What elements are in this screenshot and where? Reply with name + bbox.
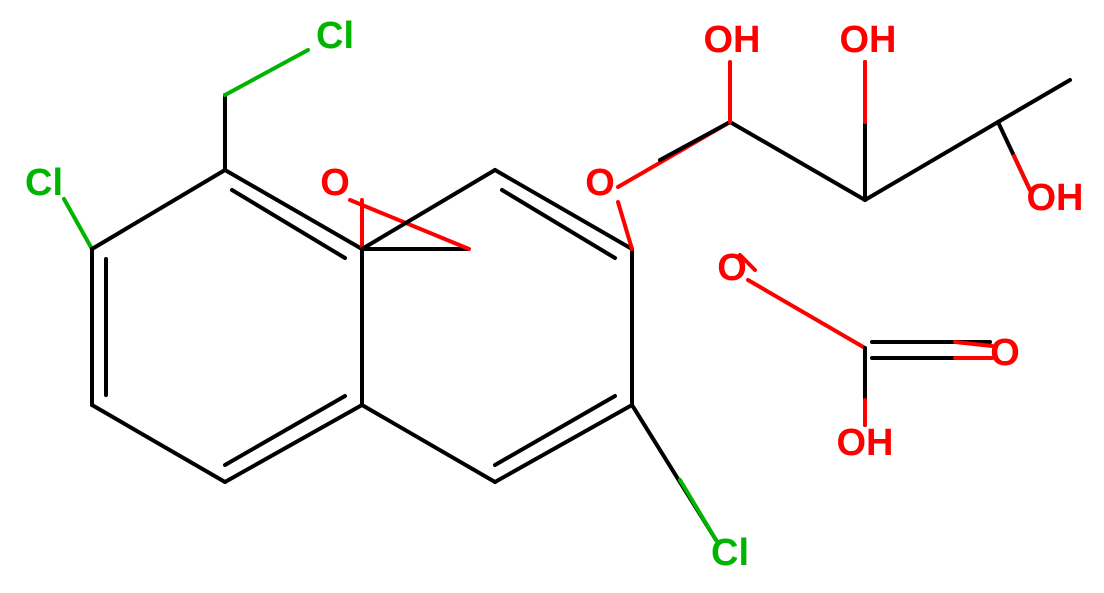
- bond: [660, 122, 730, 160]
- atom-label-O2: O: [585, 162, 615, 204]
- bond: [495, 405, 632, 482]
- bond: [64, 199, 92, 249]
- atom-label-OH3: OH: [1027, 177, 1084, 219]
- molecule-canvas: Cl Cl O O O OH OH OH O OH Cl: [0, 0, 1104, 593]
- atom-label-Cl1: Cl: [25, 162, 63, 204]
- bond: [225, 396, 345, 465]
- atom-label-O5r: O: [717, 247, 747, 289]
- atom-label-OH2: OH: [840, 19, 897, 61]
- bond: [92, 170, 225, 249]
- bond: [225, 405, 362, 482]
- bond: [495, 396, 615, 465]
- bond: [362, 170, 495, 249]
- atom-label-Cl2: Cl: [316, 15, 354, 57]
- atom-label-OH1: OH: [704, 19, 761, 61]
- bond: [362, 405, 495, 482]
- bond: [865, 122, 998, 200]
- bond: [350, 200, 469, 249]
- labels-group: Cl Cl O O O OH OH OH O OH Cl: [25, 15, 1084, 574]
- atom-label-Cl3: Cl: [711, 532, 749, 574]
- bond: [730, 122, 865, 200]
- bonds-group: [64, 50, 1070, 540]
- atom-label-OH4: OH: [837, 422, 894, 464]
- bond: [225, 50, 308, 95]
- bond: [748, 280, 865, 348]
- bond: [92, 405, 225, 482]
- bond: [998, 80, 1070, 122]
- atom-label-O6: O: [990, 332, 1020, 374]
- bond: [680, 480, 716, 540]
- atom-label-O1: O: [320, 162, 350, 204]
